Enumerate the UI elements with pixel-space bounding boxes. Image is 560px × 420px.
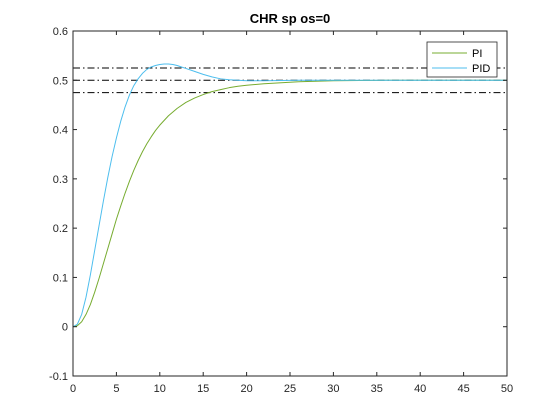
x-tick-label: 5 <box>113 383 119 395</box>
legend-label-pid: PID <box>472 63 490 75</box>
x-tick-label: 25 <box>284 383 296 395</box>
x-tick-label: 45 <box>457 383 469 395</box>
x-tick-label: 20 <box>240 383 252 395</box>
chart-title: CHR sp os=0 <box>250 11 331 26</box>
y-tick-label: 0 <box>62 322 68 334</box>
y-tick-label: 0.6 <box>53 26 68 38</box>
x-tick-label: 30 <box>327 383 339 395</box>
plot-background <box>73 31 507 376</box>
x-tick-label: 0 <box>70 383 76 395</box>
series-lines <box>72 63 507 328</box>
y-tick-label: 0.4 <box>53 125 68 137</box>
y-tick-label: 0.5 <box>53 75 68 87</box>
y-tick-label: -0.1 <box>49 371 68 383</box>
x-tick-label: 10 <box>154 383 166 395</box>
x-tick-label: 50 <box>501 383 513 395</box>
legend: PI PID <box>426 41 498 78</box>
legend-label-pi: PI <box>472 48 482 60</box>
y-tick-label: 0.2 <box>53 223 68 235</box>
series-line-pid <box>72 63 507 328</box>
x-axis: 0 5 10 15 20 25 30 35 40 45 50 <box>70 31 513 395</box>
x-tick-label: 40 <box>414 383 426 395</box>
x-tick-label: 35 <box>371 383 383 395</box>
y-tick-label: 0.1 <box>53 272 68 284</box>
x-tick-label: 15 <box>197 383 209 395</box>
legend-box <box>426 41 498 78</box>
y-axis: -0.1 0 0.1 0.2 0.3 0.4 0.5 0.6 <box>49 26 507 383</box>
series-line-pi <box>72 79 507 328</box>
y-tick-label: 0.3 <box>53 174 68 186</box>
